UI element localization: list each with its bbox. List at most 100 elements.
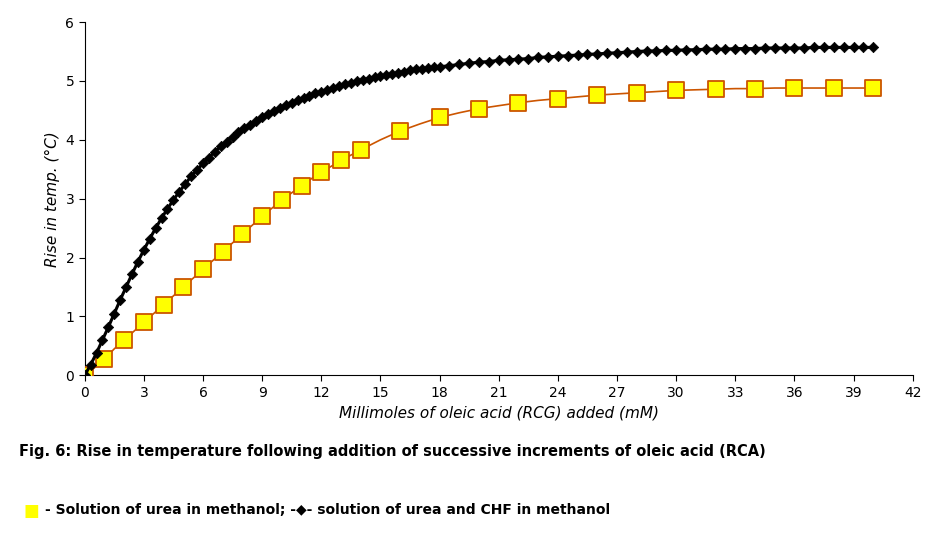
Point <box>442 61 457 70</box>
Point <box>590 91 605 99</box>
Point <box>391 68 406 77</box>
Point <box>106 309 121 318</box>
Point <box>787 83 802 92</box>
Point <box>272 104 287 113</box>
Point <box>148 224 163 232</box>
Point <box>178 179 193 188</box>
Point <box>610 48 625 57</box>
Point <box>225 132 240 141</box>
Point <box>113 295 128 304</box>
Point <box>172 187 187 196</box>
Point <box>136 246 152 254</box>
Point <box>189 166 204 174</box>
Point <box>154 214 169 222</box>
Point <box>275 196 290 205</box>
Point <box>166 195 181 204</box>
Point <box>361 74 376 83</box>
Point <box>550 52 566 61</box>
Point <box>708 85 723 94</box>
Text: Fig. 6: Rise in temperature following addition of successive increments of oleic: Fig. 6: Rise in temperature following ad… <box>19 444 766 459</box>
Point <box>396 67 411 76</box>
Point <box>619 47 634 56</box>
Point <box>183 172 199 181</box>
Y-axis label: Rise in temp. (°C): Rise in temp. (°C) <box>45 131 60 267</box>
Point <box>511 55 526 63</box>
Point <box>426 63 441 72</box>
Point <box>797 44 812 52</box>
Point <box>355 76 370 84</box>
Point <box>296 94 311 103</box>
Point <box>367 73 382 82</box>
Point <box>649 46 664 55</box>
Point <box>243 120 258 129</box>
Point <box>201 153 216 162</box>
Point <box>471 104 486 113</box>
Point <box>284 98 299 107</box>
Point <box>414 64 429 73</box>
Point <box>214 142 229 151</box>
Point <box>727 44 742 53</box>
Point <box>235 230 250 238</box>
Point <box>353 145 368 154</box>
Point <box>590 50 605 59</box>
Point <box>856 43 871 52</box>
Point <box>349 77 364 86</box>
Point <box>408 65 423 73</box>
Point <box>421 63 436 72</box>
Point <box>379 71 394 79</box>
Point <box>866 83 881 92</box>
Text: ■: ■ <box>24 502 40 521</box>
Point <box>248 116 263 125</box>
Point <box>392 126 407 135</box>
Point <box>403 66 418 75</box>
Point <box>698 45 713 54</box>
Point <box>196 159 211 168</box>
Point <box>196 265 211 274</box>
Point <box>817 43 832 52</box>
Point <box>294 182 309 190</box>
Point <box>462 59 477 68</box>
Point <box>678 45 694 54</box>
Point <box>432 113 447 122</box>
Point <box>176 283 191 291</box>
Point <box>837 43 852 52</box>
Point <box>560 51 575 60</box>
Point <box>747 84 762 93</box>
Point <box>659 46 674 55</box>
Point <box>136 318 152 327</box>
Point <box>313 168 328 177</box>
Point <box>237 124 252 132</box>
Point <box>97 354 112 363</box>
Point <box>302 91 317 100</box>
Point <box>689 45 704 54</box>
Point <box>531 53 546 62</box>
Point <box>452 60 467 69</box>
Point <box>806 43 821 52</box>
Point <box>77 371 92 380</box>
Point <box>846 43 861 52</box>
Point <box>491 56 506 65</box>
Point <box>207 147 222 156</box>
Point <box>331 82 346 91</box>
Point <box>119 283 134 291</box>
Point <box>131 257 146 266</box>
Point <box>669 86 684 95</box>
Point <box>83 360 98 369</box>
Point <box>320 86 335 94</box>
Point <box>266 107 281 115</box>
Point <box>767 44 782 52</box>
Point <box>326 83 341 92</box>
Point <box>333 156 348 165</box>
Point <box>540 52 555 61</box>
Text: - Solution of urea in methanol; -◆- solution of urea and CHF in methanol: - Solution of urea in methanol; -◆- solu… <box>45 503 611 517</box>
Point <box>77 371 92 380</box>
X-axis label: Millimoles of oleic acid (RCG) added (mM): Millimoles of oleic acid (RCG) added (mM… <box>339 405 659 420</box>
Point <box>787 44 802 52</box>
Point <box>639 46 654 55</box>
Point <box>338 80 353 89</box>
Point <box>630 88 645 97</box>
Point <box>279 100 294 109</box>
Point <box>501 55 516 64</box>
Point <box>231 128 246 136</box>
Point <box>385 70 400 78</box>
